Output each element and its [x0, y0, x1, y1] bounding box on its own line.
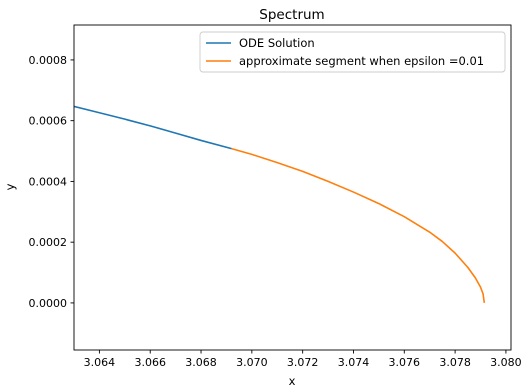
axes: 3.064 3.066 3.068 3.070 3.072 3.074 3.076 3.078…	[29, 24, 522, 369]
x-tick-label: 3.080	[490, 356, 522, 369]
legend: ODE Solution approximate segment when eps…	[199, 31, 506, 73]
x-tick-label: 3.078	[439, 356, 471, 369]
x-tick-label: 3.068	[185, 356, 217, 369]
series-line-1	[231, 147, 486, 304]
legend-label-1: approximate segment when epsilon =0.01	[239, 54, 484, 68]
chart-title: Spectrum	[259, 7, 324, 23]
x-tick-label: 3.076	[389, 356, 421, 369]
series-line-0	[74, 105, 232, 150]
legend-label-0: ODE Solution	[239, 36, 315, 50]
x-tick-label: 3.072	[287, 356, 319, 369]
x-axis-label: x	[289, 374, 296, 388]
x-tick-label: 3.070	[236, 356, 268, 369]
y-tick-label: 0.0008	[29, 54, 68, 67]
x-tick-label: 3.064	[84, 356, 116, 369]
y-axis-label: y	[3, 183, 17, 190]
plot-frame	[73, 24, 512, 351]
y-tick-label: 0.0006	[29, 115, 68, 128]
x-tick-label: 3.066	[134, 356, 166, 369]
legend-box	[199, 31, 506, 73]
y-tick-label: 0.0000	[29, 297, 68, 310]
plot-area	[74, 105, 486, 304]
x-tick-label: 3.074	[338, 356, 370, 369]
y-tick-label: 0.0002	[29, 236, 68, 249]
y-tick-label: 0.0004	[29, 175, 68, 188]
